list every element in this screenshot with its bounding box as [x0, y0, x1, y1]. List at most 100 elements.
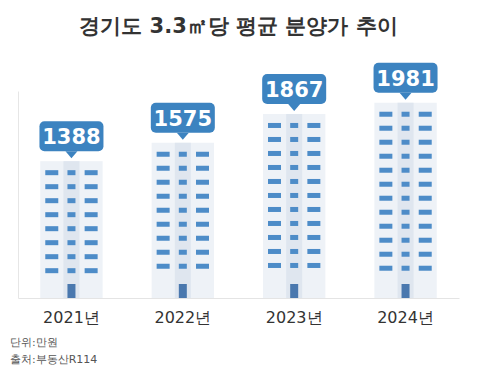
window	[290, 179, 298, 184]
window	[45, 212, 58, 217]
window	[45, 198, 58, 203]
window	[402, 154, 410, 159]
window	[45, 170, 58, 175]
window	[196, 166, 209, 171]
bar	[263, 114, 325, 298]
window	[196, 180, 209, 185]
window	[268, 263, 281, 268]
window	[419, 182, 432, 187]
window	[67, 212, 75, 217]
door	[179, 284, 187, 298]
door	[402, 284, 410, 298]
x-tick-label: 2024년	[377, 308, 434, 327]
bar	[374, 103, 436, 298]
window	[196, 152, 209, 157]
callout-pointer	[288, 104, 300, 111]
window	[379, 126, 392, 131]
window	[290, 263, 298, 268]
window	[67, 268, 75, 273]
window	[402, 112, 410, 117]
building	[40, 161, 102, 298]
callout-pointer	[65, 151, 77, 158]
window	[402, 182, 410, 187]
window	[67, 240, 75, 245]
window	[419, 140, 432, 145]
window	[85, 268, 98, 273]
window	[157, 208, 170, 213]
building-column	[175, 143, 191, 298]
window	[307, 207, 320, 212]
window	[45, 184, 58, 189]
door	[67, 284, 75, 298]
x-tick-label: 2022년	[154, 308, 211, 327]
window	[85, 170, 98, 175]
window	[157, 152, 170, 157]
window	[419, 168, 432, 173]
window	[402, 210, 410, 215]
window	[307, 221, 320, 226]
title: 경기도 3.3㎡당 평균 분양가 추이	[79, 14, 397, 38]
window	[290, 193, 298, 198]
window	[268, 123, 281, 128]
callout-box	[39, 121, 103, 151]
window	[179, 236, 187, 241]
chart: 경기도 3.3㎡당 평균 분양가 추이 2021년2022년2023년2024년 1…	[0, 0, 477, 378]
footnote: 단위:만원	[10, 336, 58, 349]
window	[419, 154, 432, 159]
window	[379, 266, 392, 271]
window	[402, 252, 410, 257]
window	[45, 254, 58, 259]
window	[196, 250, 209, 255]
footnote: 출처:부동산R114	[10, 353, 97, 366]
window	[290, 165, 298, 170]
window	[179, 250, 187, 255]
window	[67, 226, 75, 231]
window	[290, 221, 298, 226]
window	[268, 151, 281, 156]
data-label: 1388	[42, 125, 100, 149]
bar	[40, 161, 102, 298]
window	[157, 222, 170, 227]
window	[402, 168, 410, 173]
window	[67, 170, 75, 175]
window	[307, 235, 320, 240]
y-axis	[18, 92, 19, 299]
window	[402, 266, 410, 271]
door	[290, 284, 298, 298]
data-label: 1867	[265, 78, 323, 102]
callout-box	[374, 63, 438, 93]
building-column	[286, 114, 302, 298]
window	[268, 207, 281, 212]
x-axis: 2021년2022년2023년2024년	[19, 298, 460, 327]
window	[379, 252, 392, 257]
callout-box	[262, 74, 326, 104]
window	[307, 165, 320, 170]
window	[379, 154, 392, 159]
window	[307, 193, 320, 198]
window	[85, 240, 98, 245]
data-label: 1575	[154, 107, 212, 131]
window	[419, 210, 432, 215]
window	[157, 194, 170, 199]
window	[45, 268, 58, 273]
window	[67, 184, 75, 189]
window	[85, 254, 98, 259]
window	[402, 126, 410, 131]
window	[67, 254, 75, 259]
window	[290, 235, 298, 240]
window	[85, 226, 98, 231]
window	[268, 249, 281, 254]
window	[379, 210, 392, 215]
window	[379, 182, 392, 187]
window	[196, 236, 209, 241]
data-label: 1981	[376, 67, 434, 91]
window	[179, 152, 187, 157]
building	[152, 143, 214, 298]
x-axis-line	[19, 298, 460, 299]
window	[196, 222, 209, 227]
callout-pointer	[177, 133, 189, 140]
window	[402, 238, 410, 243]
window	[402, 140, 410, 145]
window	[85, 198, 98, 203]
callout-pointer	[400, 93, 412, 100]
